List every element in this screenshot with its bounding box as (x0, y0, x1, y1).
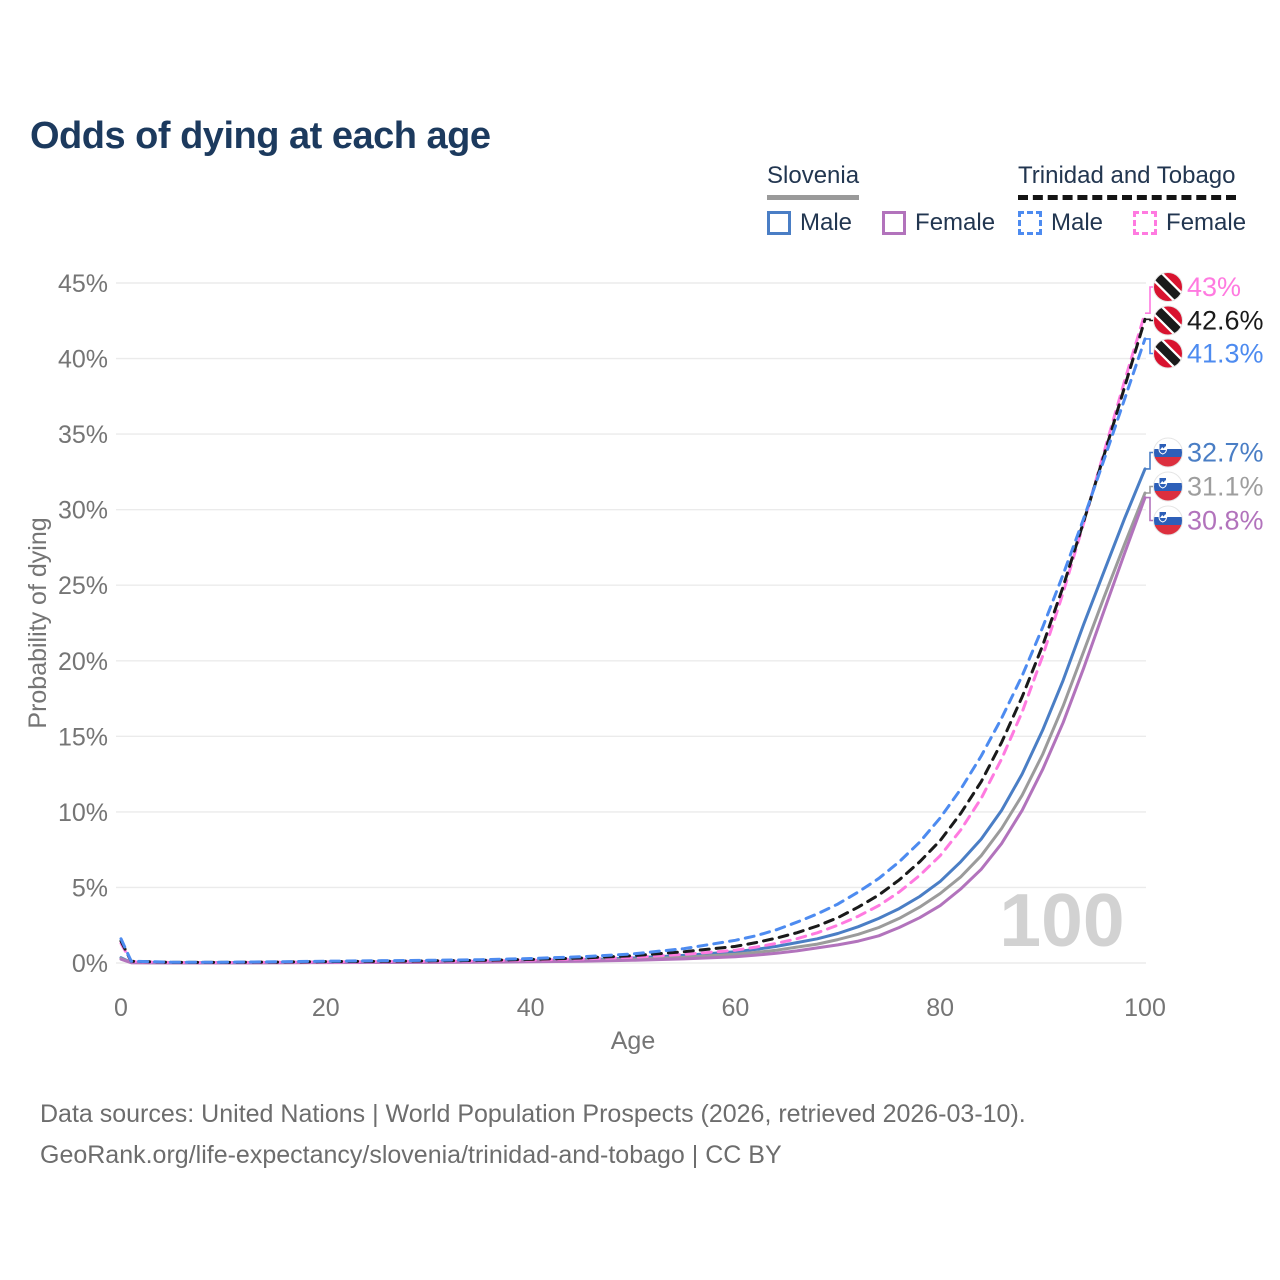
x-tick-80: 80 (926, 994, 954, 1022)
y-tick-30%: 30% (58, 497, 108, 525)
flag-trinidad-and-tobago-icon (1153, 305, 1183, 336)
x-tick-60: 60 (721, 994, 749, 1022)
data-source-footer: Data sources: United Nations | World Pop… (40, 1094, 1026, 1176)
legend-item-trinidad-female: Female (1133, 209, 1276, 237)
label-connector-trinidad-and-tobago-female (1145, 286, 1154, 314)
line-trinidad-and-tobago-male (119, 337, 1147, 964)
flag-trinidad-and-tobago-icon (1153, 272, 1183, 302)
flag-slovenia-icon (1153, 437, 1183, 468)
legend-label-trinidad-male: Male (1051, 209, 1104, 236)
x-axis-title: Age (611, 1027, 655, 1055)
y-tick-25%: 25% (58, 572, 108, 600)
x-tick-100: 100 (1124, 994, 1166, 1022)
end-value-slovenia-male: 32.7% (1187, 438, 1264, 468)
end-value-trinidad-and-tobago-combined: 42.6% (1187, 306, 1264, 336)
legend-items-trinidad-and-tobago: Male Female (1018, 209, 1276, 237)
legend-item-trinidad-male: Male (1018, 209, 1133, 237)
legend-group-slovenia: Slovenia Male Female (767, 162, 1025, 237)
series-lines (119, 311, 1147, 965)
y-tick-40%: 40% (58, 346, 108, 374)
label-connector-slovenia-female (1145, 496, 1154, 522)
legend-item-slovenia-female: Female (882, 209, 1025, 237)
legend-label-slovenia-male: Male (800, 209, 853, 236)
flag-slovenia-icon (1153, 505, 1183, 536)
y-tick-20%: 20% (58, 648, 108, 676)
flag-slovenia-icon (1153, 471, 1183, 502)
flag-trinidad-and-tobago-icon (1153, 338, 1183, 369)
legend-items-slovenia: Male Female (767, 209, 1025, 237)
legend-label-slovenia-female: Female (915, 209, 996, 236)
label-connector-slovenia-male (1145, 451, 1154, 470)
legend-swatch-trinidad-male-icon (1018, 211, 1042, 235)
line-trinidad-and-tobago-combined (119, 317, 1147, 964)
age-counter-watermark: 100 (999, 878, 1124, 962)
line-slovenia-male (119, 467, 1147, 965)
legend-country-trinidad-and-tobago: Trinidad and Tobago (1018, 162, 1236, 200)
label-connector-trinidad-and-tobago-male (1145, 338, 1154, 355)
end-value-slovenia-combined: 31.1% (1187, 472, 1264, 502)
footer-line-2: GeoRank.org/life-expectancy/slovenia/tri… (40, 1141, 782, 1169)
legend-label-trinidad-female: Female (1166, 209, 1247, 236)
y-axis-title: Probability of dying (24, 517, 52, 728)
line-slovenia-combined (119, 491, 1147, 965)
legend-group-trinidad-and-tobago: Trinidad and Tobago Male Female (1018, 162, 1276, 237)
y-tick-10%: 10% (58, 799, 108, 827)
y-tick-0%: 0% (72, 950, 108, 978)
x-tick-20: 20 (312, 994, 340, 1022)
line-slovenia-female (119, 496, 1147, 965)
y-tick-35%: 35% (58, 421, 108, 449)
legend-item-slovenia-male: Male (767, 209, 882, 237)
end-labels: 32.7% 31.1% 30.8% 43% 42.6%41.3% (1145, 272, 1264, 536)
end-value-trinidad-and-tobago-male: 41.3% (1187, 339, 1264, 369)
x-tick-40: 40 (517, 994, 545, 1022)
label-connector-trinidad-and-tobago-combined (1145, 318, 1154, 322)
legend-swatch-slovenia-female-icon (882, 211, 907, 235)
label-connector-slovenia-combined (1145, 485, 1154, 494)
end-value-trinidad-and-tobago-female: 43% (1187, 272, 1241, 302)
footer-line-1: Data sources: United Nations | World Pop… (40, 1100, 1026, 1128)
y-tick-5%: 5% (72, 874, 108, 902)
line-trinidad-and-tobago-female (119, 311, 1147, 964)
gridlines: 45% 40% 35% 30% 25% 20% 15% 10% 5% 0%0 20 40 60 80 100 (58, 270, 1166, 1022)
legend-swatch-slovenia-male-icon (767, 211, 791, 235)
x-tick-0: 0 (114, 994, 128, 1022)
legend-swatch-trinidad-female-icon (1133, 211, 1158, 235)
page-title: Odds of dying at each age (30, 115, 491, 158)
y-tick-45%: 45% (58, 270, 108, 298)
legend-country-slovenia: Slovenia (767, 162, 860, 200)
end-value-slovenia-female: 30.8% (1187, 506, 1264, 536)
y-tick-15%: 15% (58, 723, 108, 751)
